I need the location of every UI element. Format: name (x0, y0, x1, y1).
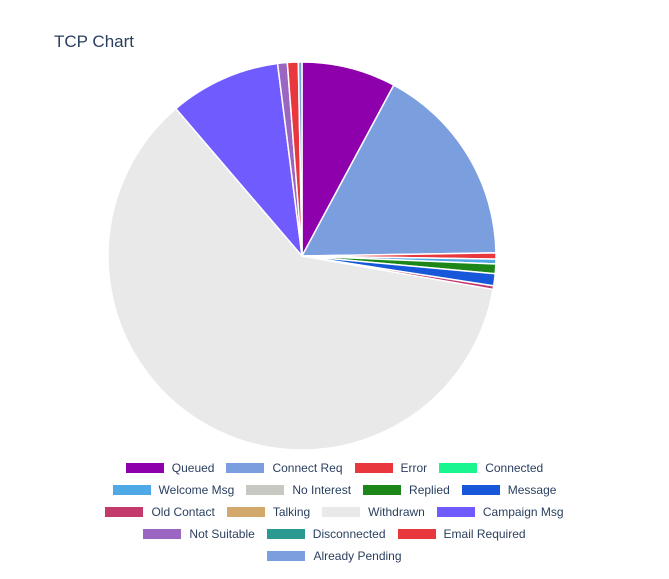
legend-row: Queued Connect Req Error Connected (0, 460, 669, 476)
legend-label: Replied (409, 483, 450, 497)
pie-slice-withdrawn[interactable] (107, 107, 494, 451)
legend-swatch (226, 507, 265, 517)
pie-slice-campaign-msg[interactable] (175, 62, 303, 257)
legend-item-connect-req[interactable]: Connect Req (226, 461, 343, 475)
legend-swatch (143, 529, 182, 539)
legend-swatch (125, 463, 164, 473)
legend-swatch (112, 485, 151, 495)
legend-label: Message (507, 483, 557, 497)
legend-swatch (439, 463, 478, 473)
legend-item-disconnected[interactable]: Disconnected (266, 527, 386, 541)
pie-slice-already-pending[interactable] (297, 61, 303, 257)
legend-label: Queued (171, 461, 215, 475)
legend-label: Welcome Msg (158, 483, 235, 497)
legend-row: Already Pending (0, 548, 669, 564)
legend-item-replied[interactable]: Replied (363, 483, 450, 497)
legend-item-withdrawn[interactable]: Withdrawn (322, 505, 425, 519)
legend-swatch (397, 529, 436, 539)
legend-swatch (354, 463, 393, 473)
legend-swatch (461, 485, 500, 495)
legend-label: Email Required (443, 527, 526, 541)
legend-item-campaign-msg[interactable]: Campaign Msg (436, 505, 564, 519)
chart-title: TCP Chart (54, 32, 134, 51)
legend-swatch (105, 507, 144, 517)
legend-item-already-pending[interactable]: Already Pending (267, 549, 402, 563)
legend-label: No Interest (292, 483, 352, 497)
legend-swatch (363, 485, 402, 495)
pie-slice-connect-req[interactable] (301, 84, 497, 257)
legend-swatch (267, 551, 306, 561)
legend-item-connected[interactable]: Connected (439, 461, 543, 475)
legend-row: Welcome Msg No Interest Replied Message (0, 482, 669, 498)
legend-label: Connected (485, 461, 544, 475)
legend-item-email-required[interactable]: Email Required (397, 527, 526, 541)
legend-label: Withdrawn (368, 505, 425, 519)
legend-item-message[interactable]: Message (461, 483, 557, 497)
legend-label: Already Pending (313, 549, 402, 563)
legend-swatch (436, 507, 475, 517)
legend-item-old-contact[interactable]: Old Contact (105, 505, 215, 519)
legend-label: Campaign Msg (482, 505, 564, 519)
legend-label: Connect Req (272, 461, 343, 475)
legend-swatch (226, 463, 265, 473)
legend-row: Old Contact Talking Withdrawn Campaign Msg (0, 504, 669, 520)
legend-item-welcome-msg[interactable]: Welcome Msg (112, 483, 235, 497)
legend-item-not-suitable[interactable]: Not Suitable (143, 527, 255, 541)
legend-item-no-interest[interactable]: No Interest (246, 483, 351, 497)
legend-swatch (266, 529, 305, 539)
pie-slice-queued[interactable] (301, 61, 395, 257)
legend-swatch (322, 507, 361, 517)
legend-item-queued[interactable]: Queued (125, 461, 215, 475)
legend-item-error[interactable]: Error (354, 461, 428, 475)
legend-label: Old Contact (151, 505, 215, 519)
legend-label: Talking (272, 505, 311, 519)
legend-swatch (246, 485, 285, 495)
legend-label: Error (400, 461, 428, 475)
legend-label: Disconnected (312, 527, 386, 541)
legend-row: Not Suitable Disconnected Email Required (0, 526, 669, 542)
legend-label: Not Suitable (189, 527, 255, 541)
legend-item-talking[interactable]: Talking (226, 505, 311, 519)
